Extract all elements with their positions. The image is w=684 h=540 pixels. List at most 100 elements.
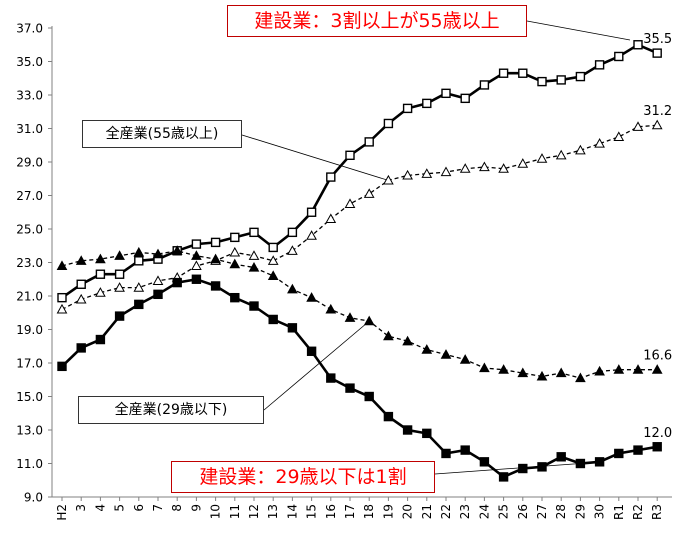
series-point-3	[134, 299, 144, 310]
series-point-0	[422, 98, 432, 109]
series-point-2	[555, 367, 567, 378]
series-point-3	[230, 292, 240, 303]
callout-construction-29: 建設業：29歳以下は1割	[171, 461, 435, 493]
series-point-1	[594, 138, 605, 148]
series-point-0	[383, 118, 394, 129]
series-point-2	[632, 364, 644, 374]
series-point-0	[594, 60, 605, 70]
series-point-3	[268, 314, 278, 325]
series-point-2	[479, 362, 490, 373]
leader-construction-29	[434, 463, 581, 475]
series-point-1	[402, 169, 413, 180]
series-point-3	[326, 373, 336, 383]
series-point-3	[633, 445, 643, 455]
series-point-0	[614, 51, 624, 62]
x-tick-label: 25	[497, 504, 511, 519]
series-point-1	[75, 293, 87, 304]
series-point-2	[95, 253, 106, 264]
x-tick-label: 26	[516, 504, 530, 519]
series-point-3	[422, 428, 432, 439]
x-tick-label: R3	[650, 504, 664, 520]
x-tick-label: 23	[458, 504, 472, 519]
series-point-2	[191, 250, 202, 260]
series-point-2	[114, 250, 125, 260]
series-point-0	[652, 48, 662, 58]
series-point-3	[537, 462, 547, 472]
end-label-2: 16.6	[643, 349, 672, 364]
y-tick-label: 11.0	[16, 457, 43, 471]
series-point-3	[210, 281, 221, 291]
series-point-0	[556, 75, 566, 85]
leader-all-industry-29	[263, 320, 370, 411]
x-tick-label: 18	[362, 504, 376, 519]
series-point-1	[152, 275, 164, 286]
series-point-1	[613, 131, 625, 141]
series-point-0	[57, 292, 67, 303]
callout-construction-55: 建設業：3割以上が55歳以上	[227, 5, 527, 37]
series-point-2	[536, 370, 548, 381]
series-point-0	[76, 279, 86, 289]
y-tick-label: 37.0	[16, 22, 43, 36]
series-point-3	[575, 458, 586, 469]
series-point-1	[651, 119, 663, 130]
series-line-2	[61, 250, 658, 379]
series-point-3	[498, 472, 509, 482]
series-point-1	[229, 246, 241, 257]
end-label-1: 31.2	[643, 104, 672, 119]
series-point-2	[613, 364, 625, 374]
series-point-2	[344, 312, 356, 322]
x-tick-label: 16	[324, 504, 338, 519]
series-point-2	[440, 349, 452, 359]
x-tick-label: 28	[554, 504, 568, 519]
x-tick-label: 9	[189, 504, 203, 512]
callout-leader-lines	[241, 20, 631, 475]
series-point-1	[517, 158, 529, 168]
series-point-3	[556, 452, 566, 462]
series-point-2	[459, 354, 471, 364]
x-tick-label: 19	[381, 504, 395, 519]
series-point-1	[344, 198, 356, 208]
series-point-3	[191, 274, 202, 284]
series-point-2	[575, 372, 586, 383]
series-point-0	[191, 239, 202, 249]
series-point-0	[134, 256, 144, 266]
x-tick-label: 15	[305, 504, 319, 519]
series-point-0	[402, 103, 413, 114]
series-point-2	[75, 255, 87, 265]
series-point-0	[249, 227, 259, 238]
series-point-0	[537, 76, 547, 87]
series-point-2	[152, 248, 164, 259]
series-point-3	[652, 442, 662, 452]
series-point-1	[133, 282, 145, 292]
x-tick-label: 29	[573, 504, 587, 519]
y-tick-label: 9.0	[24, 491, 43, 505]
y-tick-label: 23.0	[16, 256, 43, 270]
series-point-0	[326, 172, 336, 182]
series-point-2	[306, 292, 317, 302]
series-point-2	[594, 365, 605, 376]
y-tick-label: 17.0	[16, 357, 43, 371]
y-tick-label: 27.0	[16, 189, 43, 203]
series-point-0	[633, 40, 643, 50]
series-point-1	[555, 149, 567, 160]
x-tick-label: R1	[612, 504, 626, 520]
y-tick-label: 31.0	[16, 122, 43, 136]
series-point-0	[460, 93, 470, 104]
chart-series	[56, 40, 663, 482]
series-point-0	[518, 68, 528, 78]
series-point-3	[306, 346, 317, 356]
series-point-1	[267, 255, 279, 265]
x-tick-label: 8	[170, 504, 184, 512]
series-point-3	[95, 334, 106, 345]
x-tick-label: 17	[343, 504, 357, 519]
series-point-2	[267, 270, 279, 280]
end-label-3: 12.0	[643, 426, 672, 441]
series-point-0	[287, 227, 298, 238]
x-tick-label: 3	[74, 504, 88, 512]
series-point-1	[632, 121, 644, 131]
series-point-2	[133, 246, 145, 257]
series-point-0	[306, 207, 317, 217]
series-point-2	[517, 367, 529, 378]
series-point-3	[76, 343, 86, 353]
series-point-1	[363, 188, 375, 198]
